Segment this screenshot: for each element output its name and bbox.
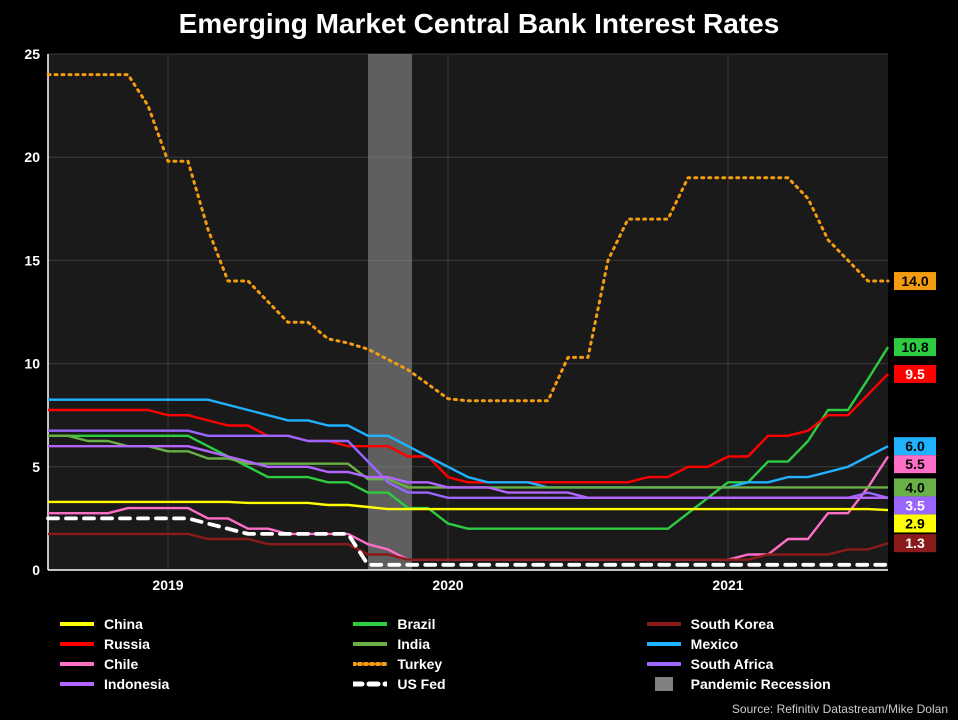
svg-text:14.0: 14.0 <box>901 273 928 289</box>
legend-item-chile: Chile <box>60 654 343 674</box>
legend-label: Mexico <box>691 636 738 652</box>
svg-text:5.5: 5.5 <box>905 456 925 472</box>
legend-item-brazil: Brazil <box>353 614 636 634</box>
svg-text:5: 5 <box>32 459 40 475</box>
legend-label: India <box>397 636 430 652</box>
legend-item-russia: Russia <box>60 634 343 654</box>
legend-label: China <box>104 616 143 632</box>
legend-swatch <box>60 657 94 671</box>
legend-swatch <box>647 657 681 671</box>
legend-label: South Korea <box>691 616 774 632</box>
svg-text:6.0: 6.0 <box>905 438 925 454</box>
chart-area: 0 5 10 15 20 25 2019 2020 2021 14.0 10.8 9.5 6.0 5.5 4… <box>0 44 958 604</box>
svg-text:3.5: 3.5 <box>905 497 925 513</box>
svg-text:2021: 2021 <box>712 577 743 593</box>
legend-swatch <box>647 637 681 651</box>
svg-text:10: 10 <box>24 356 40 372</box>
chart-page: Emerging Market Central Bank Interest Ra… <box>0 0 958 720</box>
legend-swatch <box>353 657 387 671</box>
legend-swatch <box>647 617 681 631</box>
chart-source: Source: Refinitiv Datastream/Mike Dolan <box>732 702 948 716</box>
legend-label: Indonesia <box>104 676 169 692</box>
legend-swatch <box>60 617 94 631</box>
svg-text:2.9: 2.9 <box>905 515 925 531</box>
legend-label: South Africa <box>691 656 774 672</box>
legend-item-south-korea: South Korea <box>647 614 930 634</box>
legend-label: Pandemic Recession <box>691 676 831 692</box>
legend-swatch <box>353 677 387 691</box>
svg-text:0: 0 <box>32 562 40 578</box>
chart-title: Emerging Market Central Bank Interest Ra… <box>0 0 958 42</box>
line-chart: 0 5 10 15 20 25 2019 2020 2021 14.0 10.8 9.5 6.0 5.5 4… <box>0 44 958 604</box>
legend-label: Chile <box>104 656 138 672</box>
svg-text:9.5: 9.5 <box>905 366 925 382</box>
svg-text:2019: 2019 <box>152 577 183 593</box>
legend-swatch <box>353 617 387 631</box>
legend-label: Russia <box>104 636 150 652</box>
legend-item-us-fed: US Fed <box>353 674 636 694</box>
legend-item-indonesia: Indonesia <box>60 674 343 694</box>
svg-text:20: 20 <box>24 149 40 165</box>
svg-text:4.0: 4.0 <box>905 479 925 495</box>
svg-text:2020: 2020 <box>432 577 463 593</box>
legend-item-pandemic-recession: Pandemic Recession <box>647 674 930 694</box>
legend-swatch <box>60 637 94 651</box>
svg-text:1.3: 1.3 <box>905 535 925 551</box>
legend-swatch <box>60 677 94 691</box>
svg-text:25: 25 <box>24 46 40 62</box>
legend-swatch <box>353 637 387 651</box>
legend-swatch <box>647 677 681 691</box>
legend-label: Brazil <box>397 616 435 632</box>
svg-text:15: 15 <box>24 252 40 268</box>
legend-label: Turkey <box>397 656 442 672</box>
svg-text:10.8: 10.8 <box>901 339 928 355</box>
legend-item-south-africa: South Africa <box>647 654 930 674</box>
legend-item-india: India <box>353 634 636 654</box>
chart-legend: China Brazil South Korea Russia India Mexico C… <box>60 614 930 694</box>
legend-item-mexico: Mexico <box>647 634 930 654</box>
legend-label: US Fed <box>397 676 445 692</box>
legend-item-china: China <box>60 614 343 634</box>
legend-item-turkey: Turkey <box>353 654 636 674</box>
